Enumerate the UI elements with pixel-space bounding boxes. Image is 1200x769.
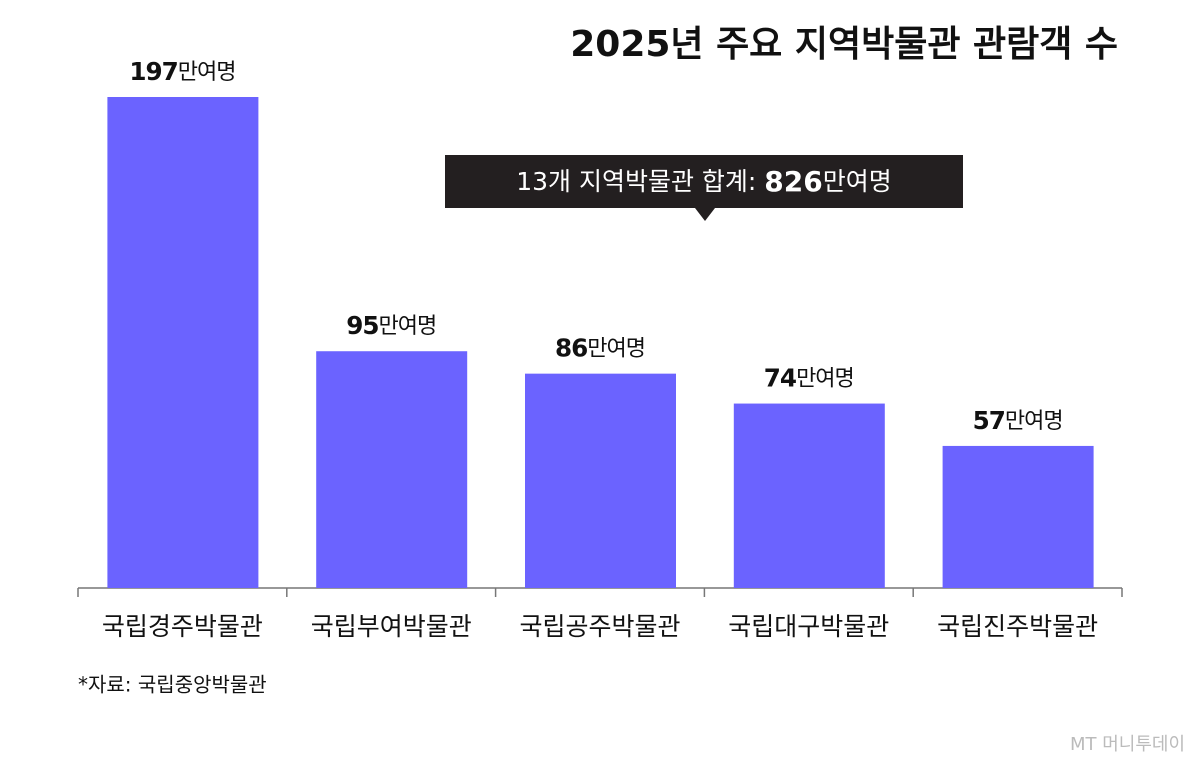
x-tick-label: 국립대구박물관 xyxy=(728,612,889,641)
watermark: MT 머니투데이 xyxy=(1070,734,1185,755)
bar xyxy=(942,445,1094,588)
data-label: 86만여명 xyxy=(555,334,645,363)
annotation-pointer xyxy=(695,208,715,221)
annotation-box xyxy=(445,155,963,208)
data-label: 197만여명 xyxy=(129,57,235,86)
bar xyxy=(107,97,259,588)
bar xyxy=(316,351,468,588)
x-tick-label: 국립공주박물관 xyxy=(519,612,680,641)
data-label: 74만여명 xyxy=(764,364,854,393)
x-tick-label: 국립부여박물관 xyxy=(311,612,472,641)
data-label: 57만여명 xyxy=(973,406,1063,435)
bar xyxy=(733,403,885,588)
annotation: 13개 지역박물관 합계: 826만여명 xyxy=(516,165,892,198)
data-label: 95만여명 xyxy=(346,311,436,340)
x-tick-label: 국립진주박물관 xyxy=(937,612,1098,641)
x-tick-label: 국립경주박물관 xyxy=(102,612,263,641)
source: *자료: 국립중앙박물관 xyxy=(78,673,267,697)
chart-title: 2025년 주요 지역박물관 관람객 수 xyxy=(570,24,1118,65)
bar xyxy=(525,373,676,588)
